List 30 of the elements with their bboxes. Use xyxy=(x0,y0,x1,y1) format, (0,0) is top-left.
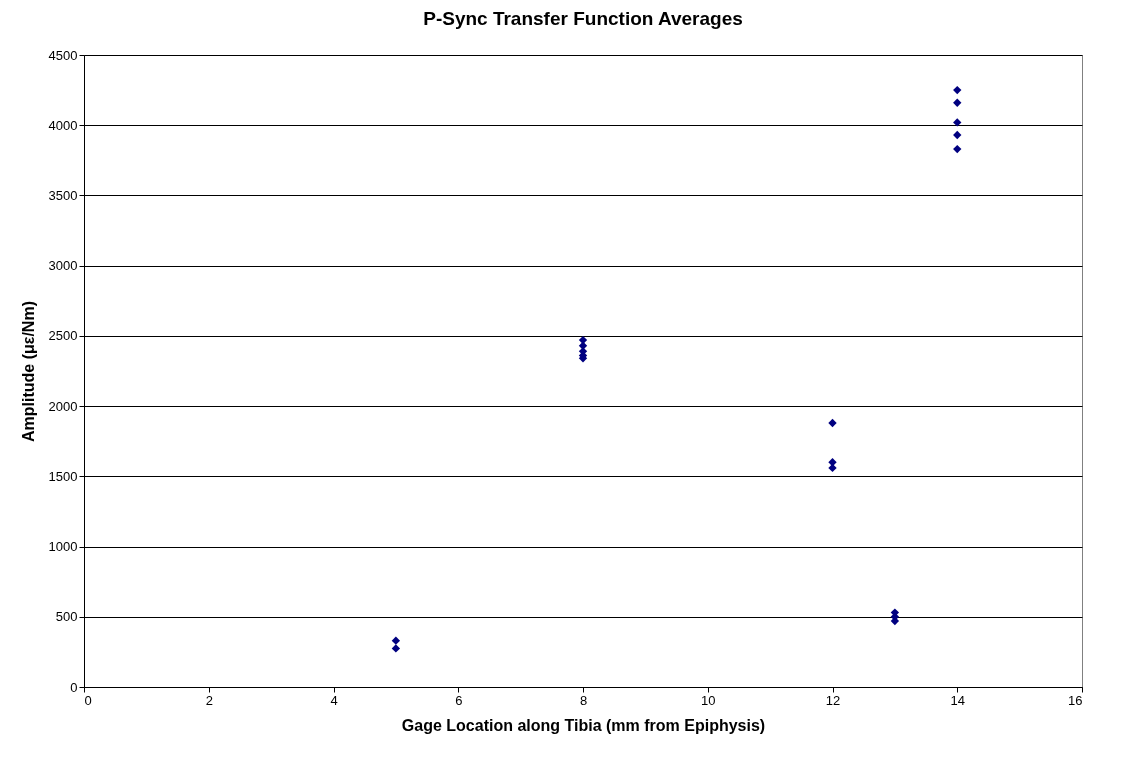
x-tick-label: 10 xyxy=(701,692,716,708)
point xyxy=(391,636,401,645)
y-tick-label: 3000 xyxy=(48,258,78,274)
x-axis-title: Gage Location along Tibia (mm from Epiphysis) xyxy=(401,716,766,734)
x-tick-label: 4 xyxy=(330,692,338,708)
y-axis-title: Amplitude (με/Nm) xyxy=(19,301,37,442)
point xyxy=(953,144,962,154)
y-tick-label: 4000 xyxy=(48,117,78,133)
y-tick-label: 3500 xyxy=(48,187,78,203)
y-tick-label: 0 xyxy=(70,679,78,695)
point xyxy=(953,130,962,140)
x-tick-label: 12 xyxy=(825,692,841,708)
x-tick-label: 8 xyxy=(579,692,588,708)
point xyxy=(953,85,962,95)
chart-title: P-Sync Transfer Function Averages xyxy=(423,8,743,29)
y-tick-label: 1500 xyxy=(48,468,78,484)
point xyxy=(953,118,962,127)
y-tick-label: 2500 xyxy=(48,328,78,344)
point xyxy=(391,644,401,653)
y-tick-label: 2000 xyxy=(48,398,78,414)
point xyxy=(828,418,837,428)
x-tick-label: 16 xyxy=(1068,692,1083,708)
x-tick-label: 0 xyxy=(84,692,92,708)
x-tick-label: 6 xyxy=(455,692,463,708)
y-tick-label: 1000 xyxy=(48,539,78,555)
y-tick-label: 4500 xyxy=(48,47,78,63)
y-tick-label: 500 xyxy=(55,609,78,625)
x-tick-label: 14 xyxy=(950,692,965,708)
point xyxy=(953,98,962,107)
x-tick-label: 2 xyxy=(205,692,213,708)
